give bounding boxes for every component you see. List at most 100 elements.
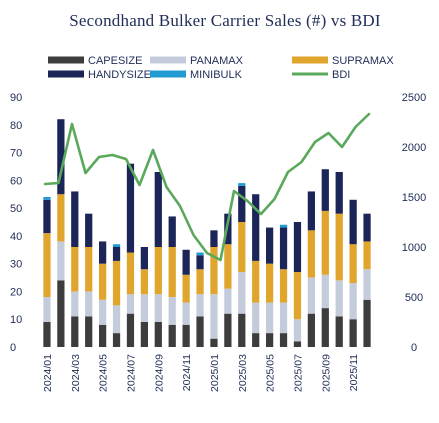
right-axis: 0 500 1000 1500 2000 2500 — [402, 92, 426, 354]
bar-supramax-2024-04 — [85, 247, 93, 292]
bar-panamax-2025-01 — [210, 294, 218, 339]
bar-handysize-2024-03 — [71, 191, 79, 247]
bar-supramax-2024-01 — [43, 233, 51, 297]
y-left-tick-label: 90 — [10, 92, 22, 104]
bar-handysize-2025-06 — [279, 227, 288, 270]
bar-handysize-2024-12 — [196, 255, 204, 270]
bar-handysize-2024-08 — [140, 247, 148, 270]
bar-capesize-2025-09 — [321, 308, 329, 347]
y-left-tick-label: 0 — [10, 342, 16, 354]
bar-panamax-2024-12 — [196, 294, 204, 317]
y-right-tick-label: 1500 — [402, 192, 426, 204]
bar-capesize-2025-01 — [210, 338, 218, 347]
bar-panamax-2024-10 — [168, 297, 176, 325]
bar-capesize-2024-04 — [85, 316, 93, 347]
bar-panamax-2025-12 — [363, 269, 371, 300]
bar-handysize-2024-02 — [57, 119, 65, 195]
bar-capesize-2024-01 — [43, 322, 51, 347]
bar-supramax-2024-09 — [154, 247, 162, 295]
y-left-tick-label: 40 — [10, 231, 22, 243]
bar-capesize-2025-08 — [307, 313, 315, 347]
bar-panamax-2024-02 — [57, 241, 65, 281]
bar-supramax-2025-10 — [335, 213, 343, 281]
bar-supramax-2025-06 — [279, 269, 288, 303]
bar-handysize-2024-11 — [182, 249, 190, 275]
x-axis: 2024/01 2024/03 2024/05 2024/07 2024/09 2024/… — [42, 354, 360, 392]
legend-label-supramax: SUPRAMAX — [332, 55, 394, 67]
bar-minibulk-2024-06 — [112, 244, 121, 247]
y-left-tick-label: 70 — [10, 148, 22, 160]
line-group — [43, 112, 371, 262]
legend-label-handysize: HANDYSIZE — [88, 69, 151, 81]
legend-label-capesize: CAPESIZE — [88, 55, 142, 67]
x-tick-label: 2024/11 — [181, 354, 193, 391]
bar-minibulk-2025-06 — [279, 224, 288, 228]
bar-handysize-2024-10 — [168, 216, 176, 247]
bar-panamax-2025-03 — [238, 272, 246, 314]
bar-minibulk-2024-01 — [43, 197, 51, 200]
bar-panamax-2024-09 — [154, 294, 162, 322]
chart-title: Secondhand Bulker Carrier Sales (#) vs B… — [69, 11, 381, 30]
bar-supramax-2025-01 — [210, 247, 218, 295]
legend: CAPESIZE PANAMAX SUPRAMAX HANDYSIZE MINIBULK… — [48, 55, 394, 81]
bar-handysize-2025-12 — [363, 213, 371, 242]
bar-capesize-2024-10 — [168, 324, 176, 347]
bar-supramax-2025-03 — [238, 222, 246, 272]
bar-panamax-2025-04 — [252, 302, 260, 334]
bar-handysize-2025-10 — [335, 172, 343, 214]
left-axis: 0 10 20 30 40 50 60 70 80 90 — [10, 92, 22, 354]
bar-handysize-2025-03 — [238, 185, 246, 222]
y-right-tick-label: 1000 — [402, 242, 426, 254]
bar-capesize-2024-07 — [126, 313, 135, 347]
bar-handysize-2024-01 — [43, 199, 51, 234]
bar-capesize-2025-03 — [238, 313, 246, 347]
y-left-tick-label: 60 — [10, 175, 22, 187]
bar-handysize-2025-01 — [210, 230, 218, 247]
bar-handysize-2024-06 — [112, 247, 121, 261]
x-tick-label: 2025/03 — [237, 354, 249, 392]
y-left-tick-label: 50 — [10, 203, 22, 215]
bar-capesize-2025-07 — [293, 341, 302, 347]
bar-panamax-2025-10 — [335, 280, 343, 317]
bar-capesize-2025-05 — [266, 333, 274, 347]
bar-panamax-2025-11 — [349, 283, 357, 320]
bar-panamax-2024-05 — [99, 299, 107, 325]
bar-capesize-2025-11 — [349, 319, 357, 347]
bar-minibulk-2024-12 — [196, 252, 204, 256]
bar-supramax-2024-12 — [196, 269, 204, 295]
bar-handysize-2025-05 — [266, 227, 274, 264]
bar-capesize-2024-12 — [196, 316, 204, 347]
bar-panamax-2024-03 — [71, 291, 79, 317]
legend-swatch-supramax — [292, 56, 328, 64]
legend-label-minibulk: MINIBULK — [190, 69, 243, 81]
bar-supramax-2025-05 — [266, 263, 274, 303]
bar-capesize-2025-06 — [279, 333, 288, 347]
bar-supramax-2025-11 — [349, 244, 357, 284]
bar-handysize-2024-07 — [126, 163, 135, 253]
bar-capesize-2025-10 — [335, 316, 343, 347]
y-right-tick-label: 2000 — [402, 142, 426, 154]
bar-supramax-2025-08 — [307, 230, 315, 278]
bar-supramax-2025-02 — [224, 244, 232, 289]
bar-handysize-2025-04 — [252, 194, 260, 261]
y-left-tick-label: 10 — [10, 314, 22, 326]
bar-supramax-2025-09 — [321, 210, 329, 275]
bar-capesize-2024-03 — [71, 316, 79, 347]
y-right-tick-label: 500 — [405, 292, 423, 304]
bar-panamax-2025-05 — [266, 302, 274, 334]
y-left-tick-label: 20 — [10, 286, 22, 298]
legend-swatch-capesize — [48, 56, 84, 64]
bar-supramax-2024-11 — [182, 274, 190, 303]
x-tick-label: 2024/07 — [125, 354, 137, 392]
bar-minibulk-2025-03 — [238, 183, 246, 186]
legend-label-bdi: BDI — [332, 69, 350, 81]
legend-swatch-handysize — [48, 70, 84, 78]
bar-handysize-2025-09 — [321, 169, 329, 211]
bar-capesize-2024-11 — [182, 324, 190, 347]
bar-supramax-2025-12 — [363, 241, 371, 270]
bar-panamax-2024-07 — [126, 294, 135, 314]
bar-supramax-2024-07 — [126, 252, 135, 295]
bar-supramax-2024-05 — [99, 263, 107, 300]
